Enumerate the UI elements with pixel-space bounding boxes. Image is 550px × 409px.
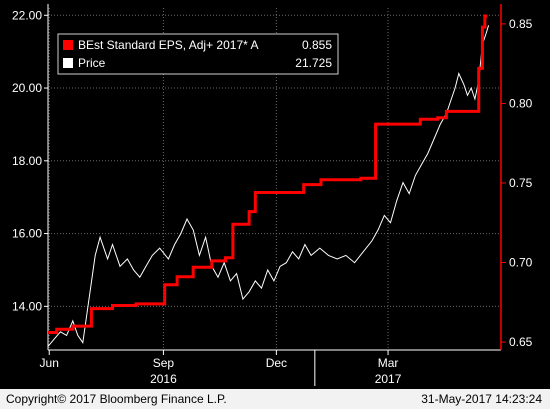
x-tick-label: Mar [378, 356, 399, 370]
right-tick-label: 0.75 [509, 176, 533, 190]
x-year-label: 2016 [150, 372, 177, 386]
x-tick-label: Jun [40, 356, 59, 370]
left-tick-label: 20.00 [12, 81, 42, 95]
right-tick-label: 0.85 [509, 17, 533, 31]
right-tick-label: 0.70 [509, 256, 533, 270]
x-year-label: 2017 [375, 372, 402, 386]
x-tick-label: Sep [153, 356, 175, 370]
legend-value-price: 21.725 [295, 56, 332, 70]
legend-box [57, 33, 339, 75]
legend-value-eps: 0.855 [302, 38, 332, 52]
timestamp-text: 31-May-2017 14:23:24 [421, 392, 542, 406]
left-tick-label: 18.00 [12, 154, 42, 168]
legend: BEst Standard EPS, Adj+ 2017* A 0.855 Pr… [57, 33, 339, 75]
axes: 14.00 16.00 18.00 20.00 22.00 0.65 0.70 0.75 0.8… [12, 4, 533, 386]
series-layer [47, 14, 490, 347]
x-tick-label: Dec [266, 356, 287, 370]
copyright-text: Copyright© 2017 Bloomberg Finance L.P. [6, 392, 227, 406]
right-tick-label: 0.80 [509, 96, 533, 110]
right-tick-label: 0.65 [509, 335, 533, 349]
left-tick-label: 14.00 [12, 299, 42, 313]
legend-swatch-price [63, 58, 73, 68]
eps-price-chart: 14.00 16.00 18.00 20.00 22.00 0.65 0.70 0.75 0.8… [11, 4, 533, 386]
footer-bar: Copyright© 2017 Bloomberg Finance L.P. 3… [0, 389, 550, 409]
left-tick-label: 22.00 [12, 8, 42, 22]
price-series-line [47, 25, 490, 347]
left-tick-label: 16.00 [12, 227, 42, 241]
legend-swatch-eps [63, 40, 73, 50]
eps-series-line [48, 14, 488, 334]
legend-label-eps: BEst Standard EPS, Adj+ 2017* A [78, 38, 258, 52]
legend-label-price: Price [78, 56, 106, 70]
